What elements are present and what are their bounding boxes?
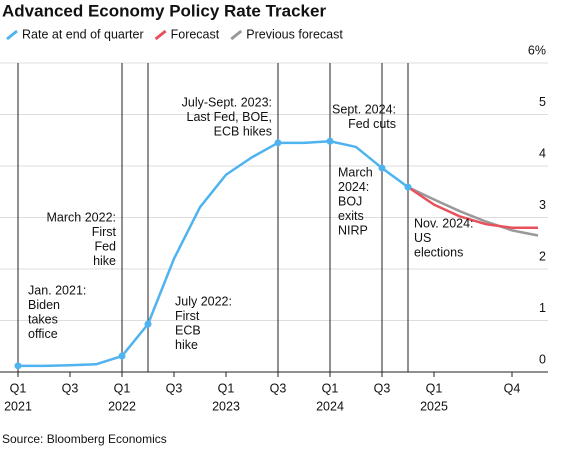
annotation: July-Sept. 2023: — [182, 95, 272, 109]
x-tick-label: Q1 — [114, 381, 131, 395]
x-tick-label: Q1 — [426, 381, 443, 395]
annotation: July 2022: — [175, 294, 232, 308]
annotation: elections — [414, 245, 463, 259]
x-year-label: 2025 — [420, 399, 448, 413]
x-tick-label: Q3 — [166, 381, 183, 395]
annotation: ECB — [175, 323, 201, 337]
annotation: takes — [28, 312, 58, 326]
annotation: BOJ — [338, 194, 362, 208]
x-tick-label: Q4 — [504, 381, 521, 395]
annotation: Biden — [28, 298, 60, 312]
annotation: 2024: — [338, 180, 369, 194]
series-line — [407, 185, 539, 237]
annotation: hike — [175, 338, 198, 352]
event-dot — [378, 164, 386, 172]
y-tick-label: 3 — [539, 198, 546, 212]
x-tick-label: Q1 — [322, 381, 339, 395]
y-tick-label: 0 — [539, 352, 546, 366]
annotation: US — [414, 231, 431, 245]
x-tick-label: Q3 — [62, 381, 79, 395]
event-dot — [326, 137, 334, 145]
annotation: March — [338, 165, 373, 179]
x-year-label: 2022 — [108, 399, 136, 413]
annotation: Fed cuts — [348, 117, 396, 131]
annotation: Sept. 2024: — [332, 102, 396, 116]
event-dot — [144, 320, 152, 328]
legend-swatch — [6, 29, 18, 41]
x-tick-label: Q1 — [10, 381, 27, 395]
y-tick-label: 2 — [539, 249, 546, 263]
y-tick-label: 5 — [539, 95, 546, 109]
y-tick-label: 1 — [539, 301, 546, 315]
annotation: exits — [338, 209, 364, 223]
annotation: First — [92, 225, 117, 239]
y-tick-label: 4 — [539, 146, 546, 160]
annotation: March 2022: — [47, 210, 116, 224]
event-dot — [118, 352, 126, 360]
chart-title: Advanced Economy Policy Rate Tracker — [2, 1, 326, 20]
x-year-label: 2021 — [4, 399, 32, 413]
x-year-label: 2024 — [316, 399, 344, 413]
annotation: First — [175, 309, 200, 323]
x-tick-label: Q3 — [374, 381, 391, 395]
legend-swatch — [230, 29, 243, 41]
annotation: Nov. 2024: — [414, 216, 474, 230]
legend-label: Previous forecast — [246, 27, 343, 41]
annotation: Last Fed, BOE, — [187, 110, 272, 124]
x-tick-label: Q1 — [218, 381, 235, 395]
annotation: office — [28, 327, 58, 341]
annotation: Fed — [94, 239, 116, 253]
y-tick-label: 6% — [528, 43, 546, 57]
x-tick-label: Q3 — [270, 381, 287, 395]
x-year-label: 2023 — [212, 399, 240, 413]
legend-swatch — [154, 29, 167, 41]
annotation: NIRP — [338, 223, 368, 237]
source: Source: Bloomberg Economics — [2, 432, 167, 446]
legend-label: Rate at end of quarter — [22, 27, 144, 41]
event-dot — [274, 139, 282, 147]
annotation: ECB hikes — [214, 124, 272, 138]
series-line — [18, 140, 409, 368]
annotation: Jan. 2021: — [28, 283, 86, 297]
event-dot — [14, 362, 22, 370]
legend-label: Forecast — [171, 27, 220, 41]
event-dot — [404, 183, 412, 191]
annotation: hike — [93, 254, 116, 268]
series-line — [407, 186, 538, 230]
